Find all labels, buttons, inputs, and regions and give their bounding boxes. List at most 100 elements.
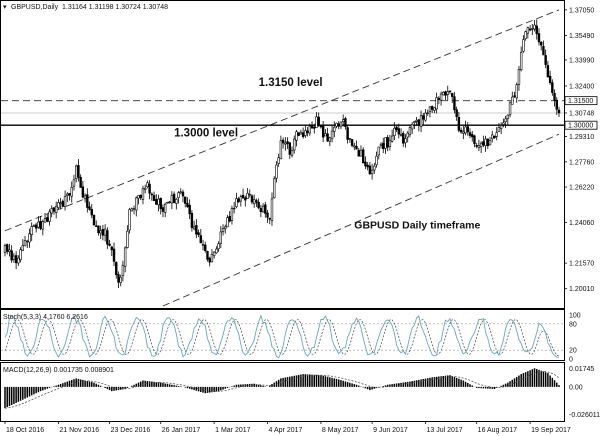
menu-triangle-icon[interactable]: ▾ (3, 4, 7, 11)
candle-bear (117, 274, 120, 283)
candle-bull (221, 228, 225, 232)
candle-bear (14, 255, 18, 264)
candle-bear (350, 139, 354, 146)
candle-bull (439, 93, 443, 101)
date-tick-label: 21 Nov 2016 (59, 427, 99, 434)
candle-bull (428, 106, 432, 112)
candle-bull (435, 97, 438, 110)
macd-panel-frame (0, 362, 565, 422)
candle-bull (526, 27, 530, 34)
candle-bull (26, 240, 29, 243)
candle-bull (17, 257, 20, 264)
candle-bull (103, 228, 107, 236)
candle-bull (499, 125, 503, 129)
candle-bear (201, 244, 205, 246)
candle-bull (126, 230, 129, 248)
candle-bear (257, 202, 260, 209)
candle-bull (390, 135, 394, 142)
candle-bull (121, 264, 125, 277)
candle-bull (128, 209, 131, 231)
price-tick-label: 1.35490 (569, 33, 594, 40)
candle-bear (206, 251, 209, 260)
candle-bear (112, 248, 116, 262)
candle-bull (404, 138, 407, 144)
candle-bear (366, 164, 369, 168)
candle-bull (406, 132, 409, 138)
candle-bear (6, 244, 9, 252)
candle-bear (268, 217, 271, 220)
candle-bear (95, 225, 98, 227)
candle-bull (433, 107, 436, 111)
candle-bear (152, 195, 156, 201)
candle-bear (241, 194, 245, 199)
candle-bear (204, 244, 207, 251)
candle-bear (155, 199, 158, 205)
candle-bull (166, 202, 169, 204)
candle-bear (110, 246, 113, 251)
date-tick-label: 26 Jan 2017 (162, 427, 201, 434)
candle-bull (330, 130, 334, 140)
candle-bull (275, 164, 278, 179)
candle-bull (341, 119, 345, 122)
candle-bull (517, 69, 521, 85)
price-tick-label: 1.21570 (569, 261, 594, 268)
candle-bull (143, 187, 147, 190)
candle-bull (239, 196, 243, 202)
annotation-text: GBPUSD Daily timeframe (354, 219, 480, 231)
candle-bull (328, 137, 332, 142)
candle-bear (208, 257, 211, 263)
candle-bear (319, 124, 323, 128)
stoch-level-label: 100 (569, 313, 581, 320)
price-tick-label: 1.33990 (569, 57, 594, 64)
date-tick-label: 9 Jun 2017 (373, 427, 408, 434)
price-tick-label: 1.20010 (569, 286, 594, 293)
candle-bull (132, 208, 136, 210)
candle-bull (48, 211, 51, 222)
candle-bull (324, 133, 327, 137)
date-tick-label: 1 Mar 2017 (215, 427, 251, 434)
candle-bear (159, 197, 162, 209)
candle-bear (528, 28, 532, 31)
macd-tick-label: -0.026011 (569, 412, 600, 419)
candle-bull (295, 131, 298, 141)
candle-bull (484, 138, 487, 146)
candle-bear (448, 90, 452, 93)
candle-bear (321, 125, 325, 138)
candle-bear (451, 93, 454, 97)
price-marker-box (564, 120, 598, 130)
candle-bull (119, 276, 122, 283)
candle-bull (8, 249, 11, 253)
price-tick-label: 1.37050 (569, 7, 594, 14)
candle-bull (177, 192, 180, 198)
candle-bull (230, 208, 234, 221)
candle-bear (546, 65, 550, 78)
candle-bear (417, 119, 421, 126)
candle-bull (488, 140, 492, 146)
price-marker-label: 1.30000 (568, 123, 593, 130)
price-axis: 1.37050 1.35490 1.33990 1.32400 1.30748 1.293… (564, 7, 598, 293)
candle-bull (63, 196, 67, 207)
candle-bear (68, 193, 71, 196)
candle-bear (101, 229, 105, 236)
candle-bear (471, 134, 474, 138)
candle-bull (479, 142, 483, 148)
candle-bull (137, 195, 140, 199)
candle-bear (150, 193, 154, 196)
candle-bear (297, 132, 300, 136)
candle-bear (139, 194, 142, 199)
candle-bull (426, 112, 429, 114)
candle-bear (39, 220, 42, 229)
price-marker-box (564, 96, 598, 106)
candle-bear (61, 200, 65, 207)
candle-bull (70, 187, 73, 197)
candle-bull (504, 118, 507, 123)
candle-bear (184, 196, 187, 204)
candle-bull (28, 233, 31, 243)
candle-bull (370, 169, 374, 175)
date-tick-label: 23 Dec 2016 (111, 427, 151, 434)
candle-bear (437, 97, 441, 100)
annotation-text: 1.3000 level (174, 128, 238, 140)
candle-bear (537, 33, 541, 43)
candle-bear (190, 212, 194, 228)
candle-bull (23, 240, 27, 247)
